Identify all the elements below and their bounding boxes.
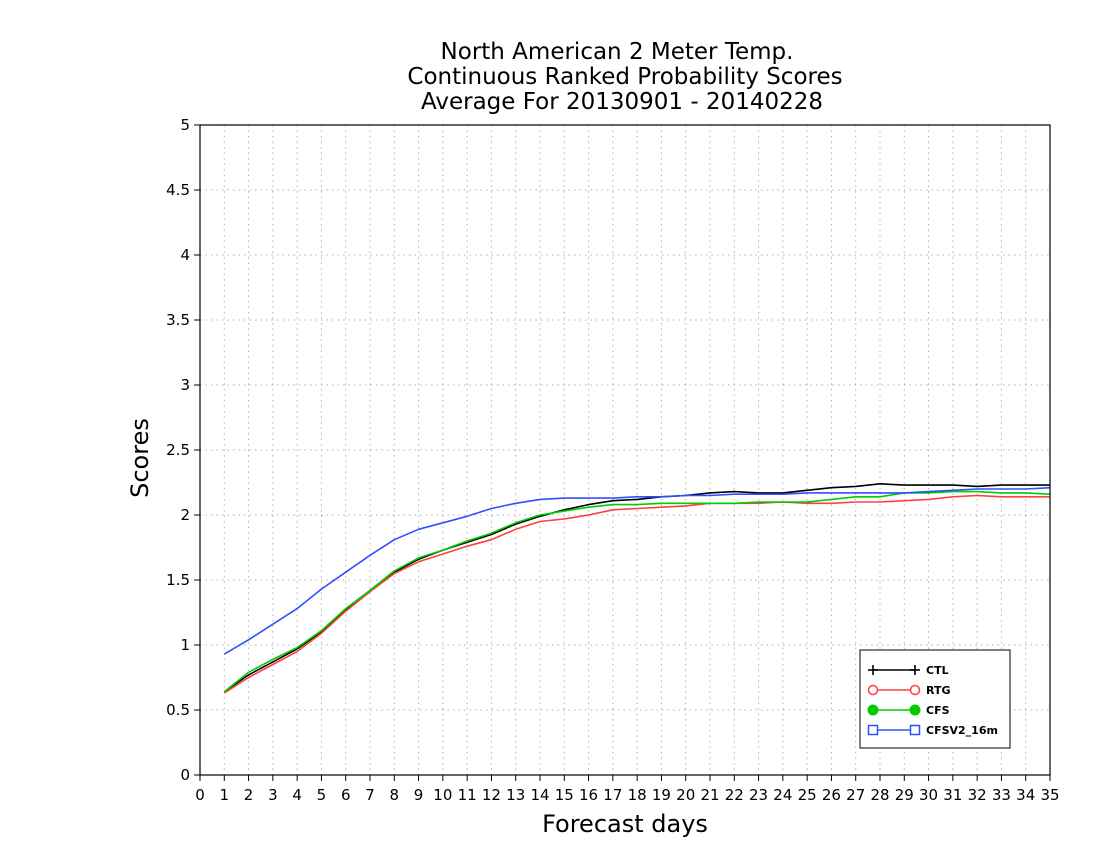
x-tick-label-8: 8 [390, 786, 400, 804]
x-tick-label-31: 31 [943, 786, 962, 804]
legend-marker-rtg-1 [909, 684, 921, 696]
x-tick-label-21: 21 [700, 786, 719, 804]
x-tick-label-18: 18 [628, 786, 647, 804]
x-tick-label-2: 2 [244, 786, 254, 804]
x-tick-label-30: 30 [919, 786, 938, 804]
x-tick-label-9: 9 [414, 786, 424, 804]
x-tick-label-11: 11 [458, 786, 477, 804]
x-tick-label-16: 16 [579, 786, 598, 804]
y-tick-label-1: 0.5 [166, 701, 190, 719]
series-line-rtg [223, 494, 1050, 694]
x-tick-label-12: 12 [482, 786, 501, 804]
x-tick-label-20: 20 [676, 786, 695, 804]
grid-lines [200, 125, 1050, 775]
x-tick-label-17: 17 [603, 786, 622, 804]
series-line-cfsv2_16m [223, 486, 1051, 655]
x-tick-label-1: 1 [220, 786, 230, 804]
x-tick-label-32: 32 [968, 786, 987, 804]
legend-label-rtg: RTG [926, 684, 951, 697]
y-tick-label-2: 1 [180, 636, 190, 654]
y-tick-label-7: 3.5 [166, 311, 190, 329]
x-tick-label-3: 3 [268, 786, 278, 804]
x-tick-label-28: 28 [870, 786, 889, 804]
legend-marker-cfs-0 [867, 704, 879, 716]
chart-title: North American 2 Meter Temp. Continuous … [407, 39, 842, 115]
x-tick-label-22: 22 [725, 786, 744, 804]
series-layer [223, 482, 1051, 694]
legend-marker-cfsv2_16m-0 [867, 724, 879, 736]
x-tick-label-10: 10 [433, 786, 452, 804]
x-tick-label-6: 6 [341, 786, 351, 804]
chart-title-line-2: Continuous Ranked Probability Scores [407, 64, 842, 90]
legend-label-cfsv2_16m: CFSV2_16m [926, 724, 998, 737]
y-tick-label-10: 5 [180, 116, 190, 134]
x-tick-label-24: 24 [773, 786, 792, 804]
x-tick-label-27: 27 [846, 786, 865, 804]
legend: CTL RTG CFS CFSV2_16m [859, 649, 1011, 749]
y-tick-label-0: 0 [180, 766, 190, 784]
legend-label-cfs: CFS [926, 704, 950, 717]
x-tick-label-33: 33 [992, 786, 1011, 804]
x-axis: 0 1 2 3 4 5 6 7 8 9 10 11 12 13 14 15 16 17 18 19 20 21 22 23 24… [195, 775, 1060, 804]
chart-title-line-3: Average For 20130901 - 20140228 [421, 89, 823, 115]
x-tick-label-4: 4 [292, 786, 302, 804]
y-tick-label-6: 3 [180, 376, 190, 394]
x-tick-label-25: 25 [798, 786, 817, 804]
legend-marker-cfsv2_16m-1 [909, 724, 921, 736]
legend-box [859, 649, 1011, 749]
x-tick-label-0: 0 [195, 786, 205, 804]
legend-marker-ctl-0 [868, 665, 878, 675]
y-tick-label-9: 4.5 [166, 181, 190, 199]
x-tick-label-23: 23 [749, 786, 768, 804]
x-tick-label-35: 35 [1040, 786, 1059, 804]
y-tick-label-3: 1.5 [166, 571, 190, 589]
x-tick-label-7: 7 [365, 786, 375, 804]
x-tick-label-29: 29 [895, 786, 914, 804]
x-tick-label-34: 34 [1016, 786, 1035, 804]
x-tick-label-19: 19 [652, 786, 671, 804]
legend-label-ctl: CTL [926, 664, 949, 677]
y-tick-label-4: 2 [180, 506, 190, 524]
legend-marker-ctl-1 [910, 665, 920, 675]
y-tick-label-8: 4 [180, 246, 190, 264]
x-axis-title: Forecast days [542, 810, 708, 838]
x-tick-label-26: 26 [822, 786, 841, 804]
legend-marker-rtg-0 [867, 684, 879, 696]
y-axis-title: Scores [126, 418, 154, 498]
legend-marker-cfs-1 [909, 704, 921, 716]
x-tick-label-13: 13 [506, 786, 525, 804]
y-tick-label-5: 2.5 [166, 441, 190, 459]
x-tick-label-14: 14 [530, 786, 549, 804]
x-tick-label-5: 5 [317, 786, 327, 804]
x-tick-label-15: 15 [555, 786, 574, 804]
y-axis: 0 0.5 1 1.5 2 2.5 3 3.5 4 4.5 5 [166, 116, 200, 784]
chart-title-line-1: North American 2 Meter Temp. [441, 39, 794, 65]
